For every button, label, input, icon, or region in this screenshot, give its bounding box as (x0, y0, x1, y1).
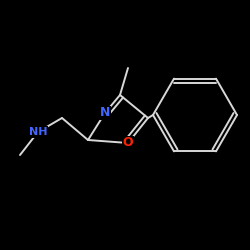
Text: N: N (100, 106, 110, 120)
Text: NH: NH (29, 127, 47, 137)
Text: O: O (123, 136, 133, 149)
